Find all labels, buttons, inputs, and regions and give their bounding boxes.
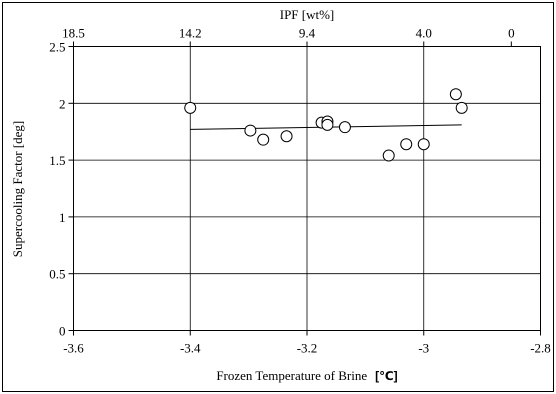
top-axis-title: IPF [wt%] [280,7,335,22]
y-tick-label: 2.5 [49,40,65,55]
x-axis-title-text: Frozen Temperature of Brine [216,368,367,383]
y-tick-label: 1.5 [49,153,65,168]
data-points [184,88,468,162]
x-ticks: -3.6 -3.4 -3.2 -3 -2.8 [63,330,551,356]
y-tick-label: 2 [59,96,66,111]
x-tick-label: -3 [418,341,429,356]
y-tick-label: 1 [59,210,66,225]
x-axis-title: Frozen Temperature of Brine [℃] [216,368,397,383]
top-tick-label: 4.0 [416,26,432,41]
top-tick-label: 0 [508,26,515,41]
x-axis-unit: [℃] [375,369,398,383]
data-point [257,133,270,146]
x-tick-label: -3.2 [297,341,318,356]
data-point [455,101,468,114]
data-point [382,149,395,162]
data-point [321,118,334,131]
y-ticks: 0 0.5 1 1.5 2 2.5 [49,40,74,339]
top-tick-label: 9.4 [299,26,316,41]
x-tick-label: -2.8 [530,341,551,356]
data-point [449,88,462,101]
x-tick-label: -3.4 [180,341,201,356]
y-tick-label: 0.5 [49,267,65,282]
data-point [244,124,257,137]
y-tick-label: 0 [59,324,66,339]
top-ticks: 18.5 14.2 9.4 4.0 0 [62,26,515,47]
x-tick-label: -3.6 [63,341,84,356]
data-point [417,138,430,151]
top-tick-label: 18.5 [62,26,85,41]
data-point [400,138,413,151]
data-point [280,130,293,143]
data-point [338,121,351,134]
data-point [184,101,197,114]
y-axis-title: Supercooling Factor [deg] [10,121,25,257]
top-tick-label: 14.2 [179,26,202,41]
